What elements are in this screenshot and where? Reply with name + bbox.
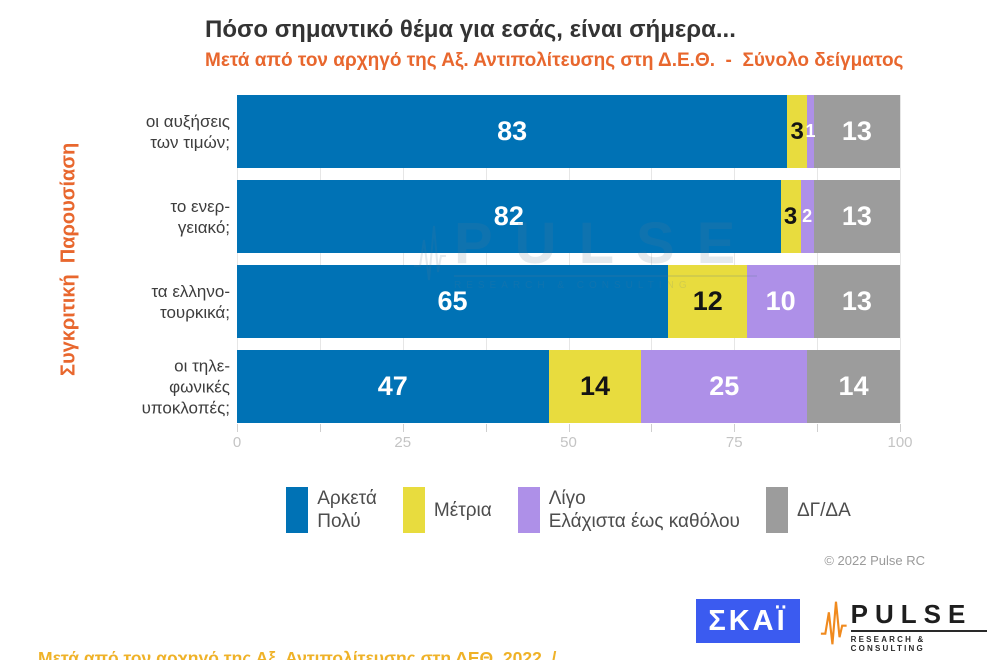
gridline bbox=[900, 95, 901, 423]
x-axis-tick bbox=[817, 424, 819, 432]
source-note-line1: Μετά από τον αρχηγό της Αξ. Αντιπολίτευσ… bbox=[38, 648, 557, 660]
bar-segment: 1 bbox=[805, 95, 816, 168]
x-axis-tick bbox=[319, 424, 321, 432]
legend-item: ΔΓ/ΔΑ bbox=[765, 487, 851, 533]
x-axis-tick-label: 0 bbox=[232, 434, 242, 451]
skai-logo: ΣΚΑΪ bbox=[696, 599, 800, 643]
bar-segment: 3 bbox=[780, 180, 801, 253]
x-axis: 0 25 50 75 100 bbox=[233, 424, 913, 454]
legend-swatch bbox=[402, 487, 425, 533]
category-label: τα ελληνο- τουρκικά; bbox=[151, 281, 230, 322]
bar-value-label: 14 bbox=[579, 371, 611, 401]
legend-swatch bbox=[517, 487, 540, 533]
bar-segment: 25 bbox=[641, 350, 808, 423]
category-label: το ενερ- γειακό; bbox=[170, 196, 230, 237]
x-axis-tick-label: 75 bbox=[725, 434, 743, 451]
x-axis-tick bbox=[485, 424, 487, 432]
legend-item: Λίγο Ελάχιστα έως καθόλου bbox=[517, 487, 740, 533]
category-label: οι τηλε- φωνικές υποκλοπές; bbox=[141, 356, 230, 417]
x-axis-tick-label: 50 bbox=[560, 434, 577, 451]
x-axis-tick-label: 100 bbox=[887, 434, 913, 451]
bar-segment: 3 bbox=[787, 95, 808, 168]
bar-segment: 10 bbox=[747, 265, 814, 338]
legend-label: Λίγο Ελάχιστα έως καθόλου bbox=[548, 488, 740, 532]
x-axis-tick bbox=[402, 424, 404, 432]
bar-row: 47 14 25 14 bbox=[237, 350, 900, 423]
bar-value-label: 13 bbox=[841, 286, 872, 316]
bar-value-label: 2 bbox=[802, 206, 813, 226]
bar-value-label: 13 bbox=[841, 201, 872, 231]
bar-segment: 13 bbox=[813, 95, 900, 168]
bar-value-label: 82 bbox=[493, 201, 524, 231]
legend-swatch bbox=[765, 487, 788, 533]
pulse-waveform-icon bbox=[820, 601, 847, 645]
gridline bbox=[402, 95, 404, 423]
category-labels: οι αυξήσεις των τιμών; το ενερ- γειακό; τα… bbox=[96, 95, 230, 423]
gridline bbox=[568, 95, 570, 423]
legend-item: Μέτρια bbox=[402, 487, 492, 533]
gridline bbox=[651, 95, 653, 423]
x-axis-tick bbox=[568, 424, 570, 432]
bar-value-label: 12 bbox=[692, 286, 723, 316]
bar-value-label: 13 bbox=[841, 116, 872, 146]
bar-value-label: 10 bbox=[765, 286, 796, 316]
bar-segment: 13 bbox=[813, 180, 900, 253]
bar-value-label: 47 bbox=[377, 371, 408, 401]
bar-value-label: 65 bbox=[437, 286, 468, 316]
x-axis-tick bbox=[900, 424, 901, 432]
bar-segment: 47 bbox=[237, 350, 549, 423]
bar-value-label: 3 bbox=[783, 202, 798, 230]
bar-row: 83 3 1 13 bbox=[237, 95, 900, 168]
category-label: οι αυξήσεις των τιμών; bbox=[145, 111, 230, 152]
pulse-logo: PULSE RESEARCH & CONSULTING bbox=[820, 593, 987, 653]
chart-subtitle: Μετά από τον αρχηγό της Αξ. Αντιπολίτευσ… bbox=[205, 50, 904, 71]
gridline bbox=[817, 95, 819, 423]
bar-segment: 82 bbox=[237, 180, 781, 253]
bar-value-label: 14 bbox=[838, 371, 869, 401]
bar-segment: 14 bbox=[548, 350, 642, 423]
bar-value-label: 83 bbox=[497, 116, 528, 146]
x-axis-tick bbox=[237, 424, 238, 432]
legend: Αρκετά Πολύ Μέτρια Λίγο Ελάχιστα έως καθόλ… bbox=[237, 478, 900, 542]
bar-row: 65 12 10 13 bbox=[237, 265, 900, 338]
bar-segment: 65 bbox=[237, 265, 668, 338]
bar-segment: 14 bbox=[807, 350, 900, 423]
bar-value-label: 25 bbox=[709, 371, 740, 401]
legend-label: Μέτρια bbox=[433, 499, 492, 521]
x-axis-tick-label: 25 bbox=[394, 434, 412, 451]
gridline bbox=[237, 95, 238, 423]
source-note: Μετά από τον αρχηγό της Αξ. Αντιπολίτευσ… bbox=[38, 596, 556, 660]
legend-item: Αρκετά Πολύ bbox=[286, 487, 377, 533]
legend-label: ΔΓ/ΔΑ bbox=[796, 499, 851, 521]
bar-segment: 2 bbox=[800, 180, 814, 253]
copyright-text: © 2022 Pulse RC bbox=[824, 553, 925, 568]
page-title: Πόσο σημαντικό θέμα για εσάς, είναι σήμε… bbox=[205, 16, 736, 43]
plot-area: PULSE RESEARCH & CONSULTING 833113823213… bbox=[237, 95, 901, 423]
bar-segment: 13 bbox=[813, 265, 900, 338]
legend-swatch bbox=[286, 487, 309, 533]
legend-label: Αρκετά Πολύ bbox=[317, 488, 377, 532]
pulse-logo-text: PULSE bbox=[850, 600, 987, 632]
bar-segment: 83 bbox=[237, 95, 788, 168]
x-axis-tick bbox=[734, 424, 736, 432]
gridline bbox=[734, 95, 736, 423]
bar-value-label: 3 bbox=[790, 117, 804, 145]
bar-segment: 12 bbox=[667, 265, 748, 338]
y-axis-title: Συγκριτική Παρουσίαση bbox=[57, 142, 80, 376]
x-axis-tick bbox=[651, 424, 653, 432]
gridline bbox=[319, 95, 321, 423]
pulse-logo-subtext: RESEARCH & CONSULTING bbox=[850, 635, 926, 653]
gridline bbox=[485, 95, 487, 423]
bar-row: 82 3 2 13 bbox=[237, 180, 900, 253]
bar-value-label: 1 bbox=[805, 121, 816, 141]
